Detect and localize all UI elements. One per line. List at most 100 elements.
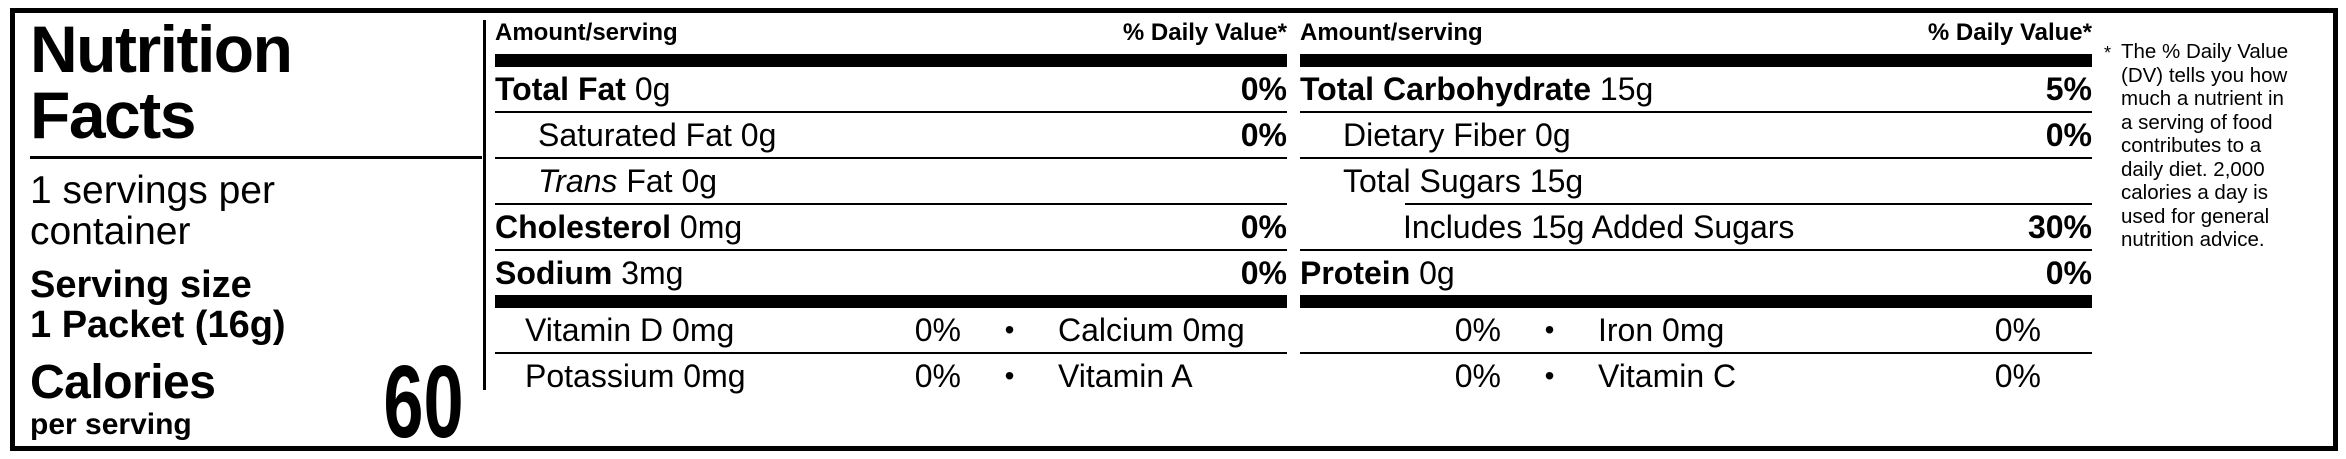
nutrient-column-1: Amount/serving % Daily Value* Total Fat … — [495, 18, 1287, 308]
nutrient-name: Includes 15g Added Sugars — [1403, 208, 1795, 245]
indented-row-divider — [1405, 203, 2092, 205]
vitamin-d-dv: 0% — [914, 311, 961, 348]
calories-value: 60 — [383, 344, 464, 459]
nutrient-name: Cholesterol — [495, 208, 672, 245]
saturated-fat-row: Saturated Fat 0g 0% — [495, 113, 1287, 157]
daily-value: 0% — [2045, 254, 2092, 291]
column1-header: Amount/serving % Daily Value* — [495, 18, 1287, 54]
nutrient-name: Protein — [1300, 254, 1411, 291]
row-divider — [495, 111, 1287, 113]
daily-value-header: % Daily Value* — [1927, 19, 2092, 46]
header-bar — [495, 54, 1287, 67]
vitamin-a-name: Vitamin A — [1058, 357, 1193, 394]
bullet-separator: • — [1544, 360, 1555, 391]
micronutrients-section: Vitamin D 0mg 0% • Calcium 0mg 0% • Iron… — [495, 308, 2092, 398]
footnote-line: nutrition advice. — [2121, 228, 2265, 251]
nutrient-name: Dietary Fiber 0g — [1343, 116, 1571, 153]
daily-value: 0% — [1240, 208, 1287, 245]
iron-name: Iron 0mg — [1598, 311, 1725, 348]
nutrient-name: Sodium — [495, 254, 613, 291]
total-sugars-row: Total Sugars 15g — [1300, 159, 2092, 203]
nutrient-amount: 0mg — [671, 208, 743, 245]
serving-size-label: Serving size — [30, 264, 252, 306]
column2-header: Amount/serving % Daily Value* — [1300, 18, 2092, 54]
bullet-separator: • — [1004, 314, 1015, 345]
vitamin-c-name: Vitamin C — [1598, 357, 1737, 394]
servings-per-container: 1 servings per container — [30, 169, 275, 253]
vitamin-c-dv: 0% — [1994, 357, 2041, 394]
nutrient-name: Total Sugars 15g — [1343, 162, 1584, 199]
serving-size-block: Serving size 1 Packet (16g) — [30, 265, 482, 345]
calories-label: Calories — [30, 356, 216, 409]
calories-sublabel: per serving — [30, 408, 192, 441]
calories-labels: Calories per serving — [30, 356, 216, 441]
nutrient-name: Fat 0g — [617, 162, 718, 199]
sodium-row: Sodium 3mg 0% — [495, 251, 1287, 295]
daily-value: 0% — [2045, 116, 2092, 153]
micronutrient-divider — [495, 352, 2092, 354]
section-bar — [1300, 295, 2092, 308]
daily-value: 5% — [2045, 70, 2092, 107]
daily-value: 0% — [1240, 254, 1287, 291]
amount-serving-header: Amount/serving — [495, 19, 678, 46]
footnote-line: a serving of food — [2121, 110, 2273, 134]
vitamin-a-dv: 0% — [1454, 357, 1501, 394]
total-fat-row: Total Fat 0g 0% — [495, 67, 1287, 111]
footnote-line: calories a day is — [2121, 181, 2268, 204]
label-border — [10, 8, 2338, 451]
row-divider — [495, 203, 1287, 205]
row-divider — [495, 157, 1287, 159]
row-divider — [1300, 249, 2092, 251]
footnote-asterisk: * — [2104, 43, 2112, 63]
footnote-text: The % Daily Value (DV) tells you how muc… — [2121, 40, 2288, 252]
title-rule — [30, 156, 482, 159]
row-divider — [1300, 157, 2092, 159]
footnote-line: contributes to a — [2121, 134, 2262, 157]
nutrient-column-2: Amount/serving % Daily Value* Total Carb… — [1300, 18, 2092, 308]
nutrient-name: Total Carbohydrate — [1300, 70, 1591, 107]
footnote-line: much a nutrient in — [2121, 87, 2284, 110]
row-divider — [495, 249, 1287, 251]
section-bar — [495, 295, 1287, 308]
potassium-name: Potassium 0mg — [525, 357, 746, 394]
dietary-fiber-row: Dietary Fiber 0g 0% — [1300, 113, 2092, 157]
nutrient-amount: 0g — [625, 70, 671, 107]
nutrient-amount: 3mg — [612, 254, 684, 291]
footnote-line: daily diet. 2,000 — [2121, 157, 2265, 181]
header-bar — [1300, 54, 2092, 67]
nutrient-name: Saturated Fat 0g — [538, 116, 777, 153]
bullet-separator: • — [1544, 314, 1555, 345]
potassium-dv: 0% — [914, 357, 961, 394]
identity-panel: Nutrition Facts 1 servings per container… — [30, 12, 482, 459]
footnote-line: used for general — [2121, 204, 2270, 228]
cholesterol-row: Cholesterol 0mg 0% — [495, 205, 1287, 249]
bullet-separator: • — [1004, 360, 1015, 391]
total-carbohydrate-row: Total Carbohydrate 15g 5% — [1300, 67, 2092, 111]
panel-separator-line — [483, 20, 486, 390]
serving-size-value: 1 Packet (16g) — [30, 304, 286, 346]
daily-value-footnote: * The % Daily Value (DV) tells you how m… — [2104, 40, 2340, 252]
amount-serving-header: Amount/serving — [1300, 19, 1483, 46]
protein-row: Protein 0g 0% — [1300, 251, 2092, 295]
daily-value: 30% — [2027, 208, 2092, 245]
added-sugars-row: Includes 15g Added Sugars 30% — [1300, 205, 2092, 249]
calcium-name: Calcium 0mg — [1058, 311, 1245, 348]
footnote-line: The % Daily Value — [2121, 40, 2289, 63]
daily-value-header: % Daily Value* — [1122, 19, 1287, 46]
calcium-dv: 0% — [1454, 311, 1501, 348]
daily-value: 0% — [1240, 70, 1287, 107]
nutrient-amount: 0g — [1410, 254, 1455, 291]
micronutrient-row-1: Vitamin D 0mg 0% • Calcium 0mg 0% • Iron… — [495, 308, 2092, 352]
calories-block: Calories per serving 60 — [30, 344, 482, 459]
nutrition-facts-title: Nutrition Facts — [30, 12, 293, 152]
nutrient-amount: 15g — [1591, 70, 1654, 107]
vitamin-d-name: Vitamin D 0mg — [525, 311, 735, 348]
daily-value: 0% — [1240, 116, 1287, 153]
iron-dv: 0% — [1994, 311, 2041, 348]
footnote-line: (DV) tells you how — [2121, 63, 2288, 87]
trans-fat-row: Trans Fat 0g — [495, 159, 1287, 203]
micronutrient-row-2: Potassium 0mg 0% • Vitamin A 0% • Vitami… — [495, 354, 2092, 398]
trans-italic: Trans — [538, 162, 618, 199]
nutrient-name: Total Fat — [495, 70, 626, 107]
